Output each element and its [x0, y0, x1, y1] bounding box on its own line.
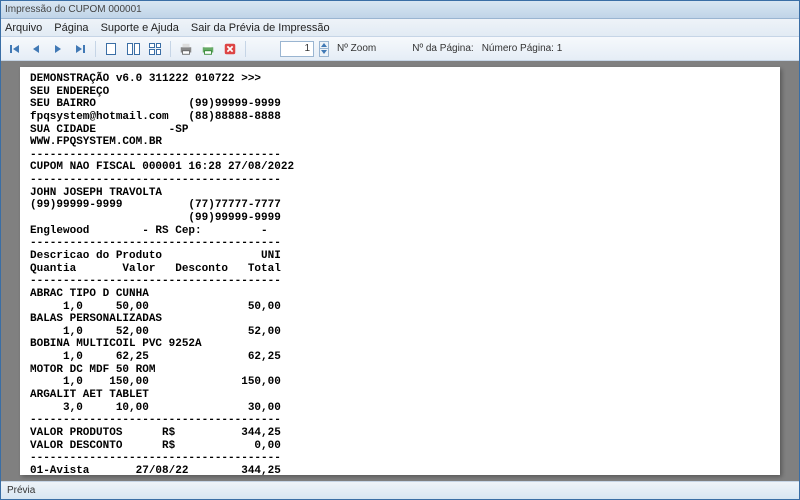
status-text: Prévia	[7, 485, 35, 496]
page-grid-button[interactable]	[146, 40, 164, 58]
print-button[interactable]	[199, 40, 217, 58]
toolbar: 1 Nº Zoom Nº da Página: Número Página: 1	[1, 37, 799, 61]
nav-last-button[interactable]	[71, 40, 89, 58]
nav-first-button[interactable]	[5, 40, 23, 58]
receipt-text: DEMONSTRAÇÃO v6.0 311222 010722 >>> SEU …	[30, 73, 770, 475]
print-preview-window: Impressão do CUPOM 000001 Arquivo Página…	[0, 0, 800, 500]
menu-pagina[interactable]: Página	[54, 22, 88, 34]
print-setup-button[interactable]	[177, 40, 195, 58]
page-number-value: Número Página: 1	[482, 43, 563, 54]
preview-page: DEMONSTRAÇÃO v6.0 311222 010722 >>> SEU …	[20, 67, 780, 475]
close-icon	[223, 42, 237, 56]
statusbar: Prévia	[1, 481, 799, 499]
printer-wrench-icon	[179, 42, 193, 56]
toolbar-separator	[170, 41, 171, 57]
zoom-label: Nº Zoom	[337, 43, 376, 54]
menu-suporte[interactable]: Suporte e Ajuda	[101, 22, 179, 34]
menu-sair[interactable]: Sair da Prévia de Impressão	[191, 22, 330, 34]
zoom-down-button[interactable]	[319, 49, 329, 57]
toolbar-separator	[95, 41, 96, 57]
toolbar-separator	[245, 41, 246, 57]
zoom-up-button[interactable]	[319, 41, 329, 49]
preview-area: DEMONSTRAÇÃO v6.0 311222 010722 >>> SEU …	[1, 61, 799, 481]
page-single-button[interactable]	[102, 40, 120, 58]
page-label: Nº da Página:	[412, 43, 473, 54]
close-preview-button[interactable]	[221, 40, 239, 58]
nav-next-button[interactable]	[49, 40, 67, 58]
window-title: Impressão do CUPOM 000001	[5, 4, 142, 15]
printer-icon	[201, 42, 215, 56]
zoom-value: 1	[304, 43, 310, 54]
page-double-button[interactable]	[124, 40, 142, 58]
nav-prev-button[interactable]	[27, 40, 45, 58]
menubar: Arquivo Página Suporte e Ajuda Sair da P…	[1, 19, 799, 37]
zoom-input[interactable]: 1	[280, 41, 314, 57]
titlebar: Impressão do CUPOM 000001	[1, 1, 799, 19]
menu-arquivo[interactable]: Arquivo	[5, 22, 42, 34]
